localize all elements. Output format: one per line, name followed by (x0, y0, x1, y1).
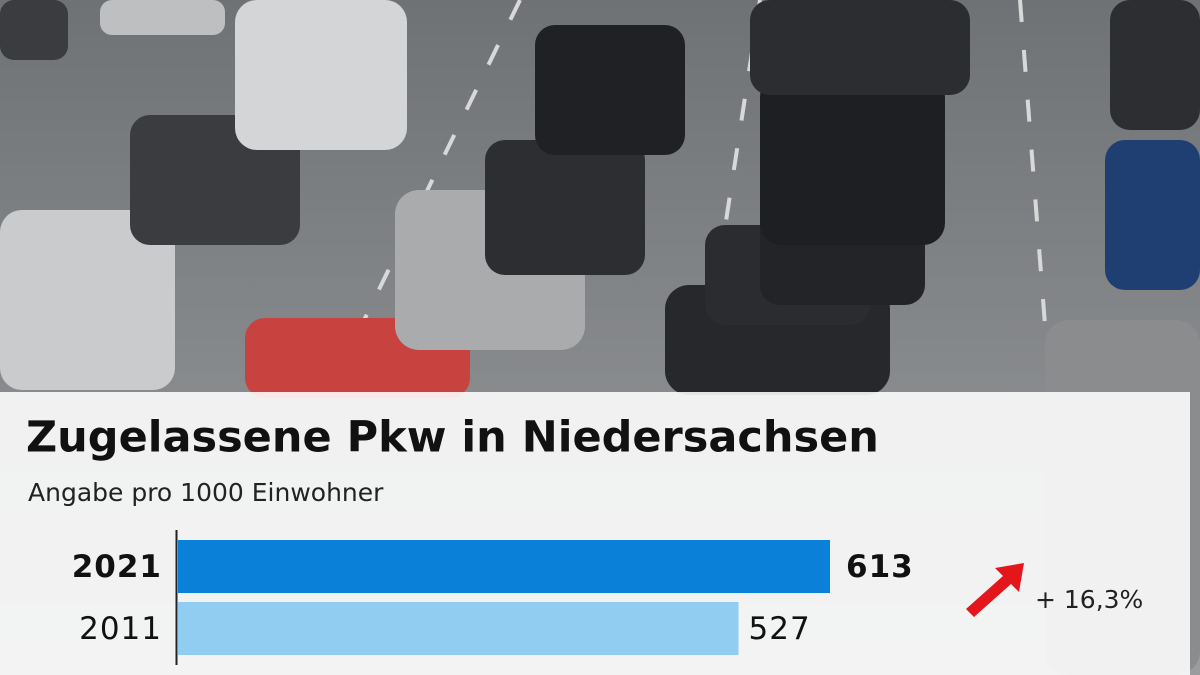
bar (178, 602, 739, 655)
y-tick-label: 2011 (79, 611, 162, 647)
y-tick-label: 2021 (72, 549, 162, 585)
bar (178, 540, 830, 593)
plot: 2021 613 2011 527 (72, 540, 914, 655)
chart-title: Zugelassene Pkw in Niedersachsen (26, 413, 879, 463)
annotation: + 16,3% (1035, 585, 1143, 614)
data-label: 613 (846, 549, 914, 585)
chart-subtitle: Angabe pro 1000 Einwohner (28, 478, 384, 507)
trend-arrow (966, 563, 1024, 617)
data-label: 527 (749, 611, 811, 647)
